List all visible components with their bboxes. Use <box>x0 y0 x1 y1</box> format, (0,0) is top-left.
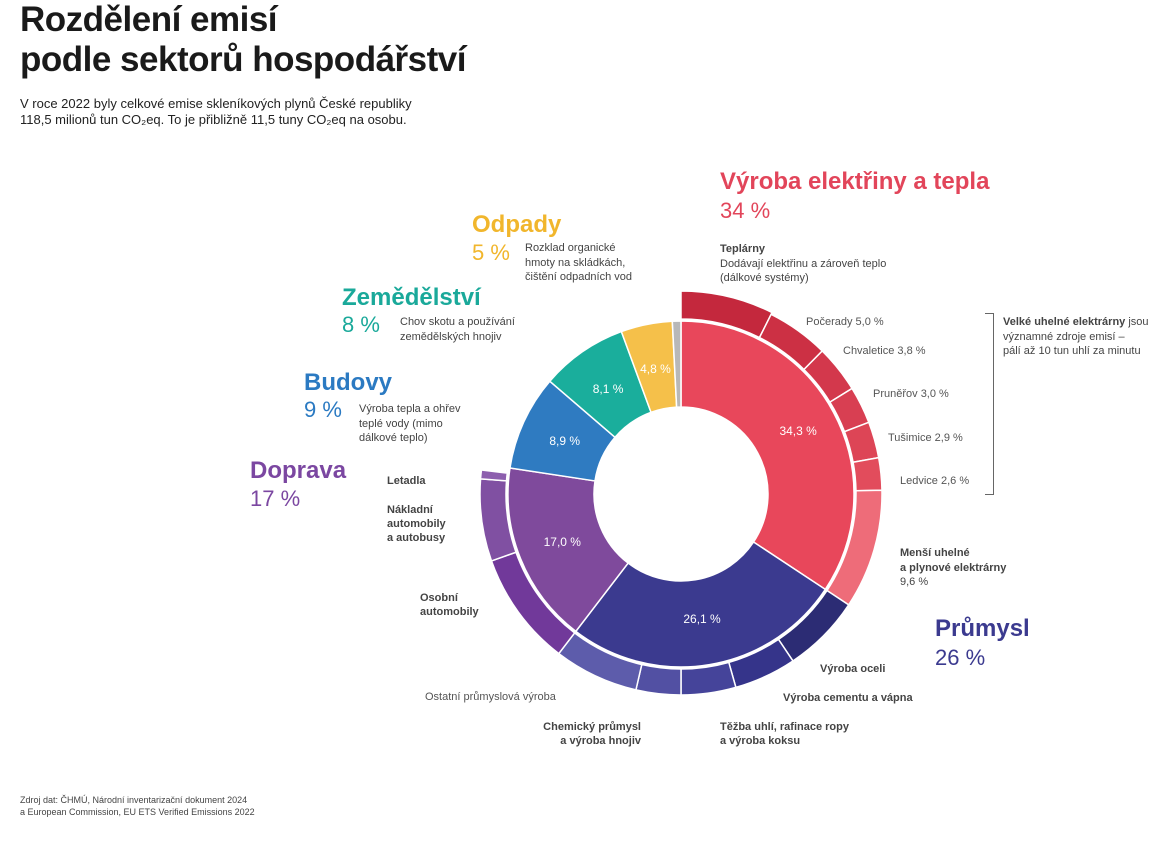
sector-pct-prumysl: 26 % <box>935 645 986 670</box>
label-line: automobily <box>387 518 446 530</box>
label-line: Těžba uhlí, rafinace ropy <box>720 721 849 733</box>
desc-line: dálkové teplo) <box>359 432 428 444</box>
label-osobni: Osobní automobily <box>420 591 479 619</box>
velke-elektrarny-note: Velké uhelné elektrárny jsou významné zd… <box>1003 315 1149 359</box>
inner-slice-label: 4,8 % <box>640 361 671 376</box>
sector-pct-budovy: 9 % <box>304 397 342 422</box>
label-line: a výroba koksu <box>720 735 801 747</box>
sector-title-budovy: Budovy <box>304 369 393 396</box>
sector-title-odpady: Odpady <box>472 211 562 238</box>
subtitle-line: 118,5 milionů tun CO₂eq. To je přibližně… <box>20 112 407 127</box>
outer-slice-chemicky-prumysl-a-vyroba-hnojiv <box>635 663 682 696</box>
label-line: Chemický průmysl <box>543 721 641 733</box>
sector-pct-odpady: 5 % <box>472 240 510 265</box>
note-bold: Velké uhelné elektrárny <box>1003 316 1126 328</box>
sector-pct-doprava: 17 % <box>250 486 301 511</box>
teplarny-title: Teplárny <box>720 243 766 255</box>
sector-desc-budovy: Výroba tepla a ohřev teplé vody (mimo dá… <box>359 402 461 446</box>
label-chemicky: Chemický průmysl a výroba hnojiv <box>530 720 641 748</box>
inner-slice-vyroba-elektriny-a-tepla <box>680 320 855 591</box>
bracket-divider <box>985 313 994 495</box>
sector-title-prumysl: Průmysl <box>935 615 1030 642</box>
note-text: významné zdroje emisí – <box>1003 330 1125 343</box>
label-line: Nákladní <box>387 504 433 516</box>
subtitle-line: V roce 2022 byly celkové emise skleníkov… <box>20 96 412 111</box>
outer-slice-ledvice <box>852 456 883 492</box>
sector-title-elektrina: Výroba elektřiny a tepla <box>720 168 990 195</box>
label-prunerov: Pruněřov 3,0 % <box>873 388 949 400</box>
title-line: podle sektorů hospodářství <box>20 40 466 79</box>
sector-title-zemedelstvi: Zemědělství <box>342 284 481 311</box>
teplarny-annotation: Teplárny Dodávají elektřinu a zároveň te… <box>720 242 886 286</box>
label-line: Osobní <box>420 592 458 604</box>
sector-pct-zemedelstvi: 8 % <box>342 312 380 337</box>
label-ostatni: Ostatní průmyslová výroba <box>425 691 556 703</box>
label-chvaletice: Chvaletice 3,8 % <box>843 345 926 357</box>
label-mensi-elektrarny: Menší uhelné a plynové elektrárny 9,6 % <box>900 546 1006 590</box>
source-line: a European Commission, EU ETS Verified E… <box>20 807 255 817</box>
label-letadla: Letadla <box>387 475 426 487</box>
sector-title-doprava: Doprava <box>250 457 347 484</box>
sector-desc-zemedelstvi: Chov skotu a používání zemědělských hnoj… <box>400 315 515 344</box>
sector-pct-elektrina: 34 % <box>720 198 771 223</box>
desc-line: (dálkové systémy) <box>720 272 809 284</box>
desc-line: Chov skotu a používání <box>400 316 515 328</box>
inner-slice-other <box>671 320 682 408</box>
inner-slice-label: 17,0 % <box>543 534 581 549</box>
label-tusimice: Tušimice 2,9 % <box>888 432 963 444</box>
inner-slice-label: 8,1 % <box>592 381 624 396</box>
source-note: Zdroj dat: ČHMÚ, Národní inventarizační … <box>20 794 255 818</box>
inner-slice-doprava <box>507 467 630 633</box>
page-title: Rozdělení emisí podle sektorů hospodářst… <box>20 0 466 80</box>
desc-line: čištění odpadních vod <box>525 271 633 283</box>
desc-line: hmoty na skládkách, <box>525 256 626 269</box>
label-line: automobily <box>420 606 479 618</box>
label-ledvice: Ledvice 2,6 % <box>900 475 970 487</box>
inner-slice-prumysl <box>574 540 827 668</box>
label-oceli: Výroba oceli <box>820 663 886 675</box>
note-text: jsou <box>1125 316 1149 328</box>
label-nakladni: Nákladní automobily a autobusy <box>387 503 446 545</box>
outer-slice-letadla <box>479 469 509 482</box>
inner-slice-label: 8,9 % <box>549 433 581 448</box>
desc-line: teplé vody (mimo <box>359 417 443 430</box>
desc-line: Dodávají elektřinu a zároveň teplo <box>720 257 887 270</box>
label-cement: Výroba cementu a vápna <box>783 692 913 704</box>
note-text: pálí až 10 tun uhlí za minutu <box>1003 345 1141 357</box>
label-line: a výroba hnojiv <box>560 735 641 747</box>
inner-slice-label: 26,1 % <box>683 612 721 627</box>
label-line: a autobusy <box>387 532 446 544</box>
subtitle: V roce 2022 byly celkové emise skleníkov… <box>20 96 412 128</box>
desc-line: zemědělských hnojiv <box>400 330 502 343</box>
desc-line: Výroba tepla a ohřev <box>359 403 461 415</box>
label-tezba: Těžba uhlí, rafinace ropy a výroba koksu <box>720 720 849 748</box>
source-line: Zdroj dat: ČHMÚ, Národní inventarizační … <box>20 795 248 805</box>
desc-line: Rozklad organické <box>525 242 616 254</box>
label-pocerady: Počerady 5,0 % <box>806 316 884 328</box>
title-line: Rozdělení emisí <box>20 0 278 39</box>
inner-slice-label: 34,3 % <box>779 424 817 439</box>
label-line: a plynové elektrárny <box>900 561 1007 574</box>
label-line: Menší uhelné <box>900 547 970 559</box>
label-line: 9,6 % <box>900 576 929 588</box>
sector-desc-odpady: Rozklad organické hmoty na skládkách, či… <box>525 241 632 285</box>
